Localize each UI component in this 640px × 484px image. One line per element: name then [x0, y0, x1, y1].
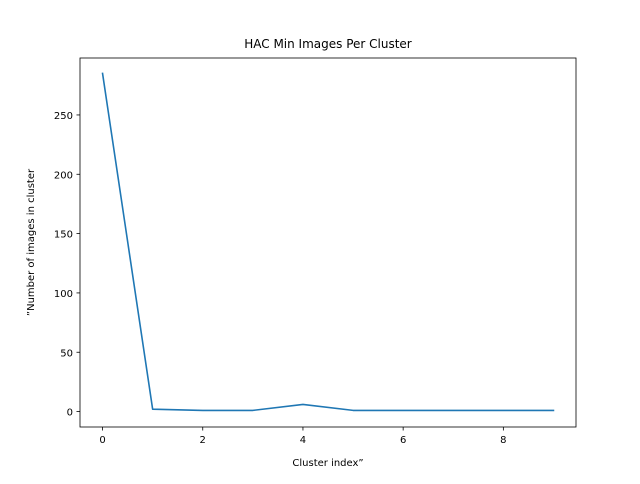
chart-title: HAC Min Images Per Cluster	[244, 37, 412, 51]
x-axis-label: Cluster index”	[292, 458, 363, 469]
plot-frame	[79, 57, 577, 428]
x-tick-label: 0	[99, 435, 105, 446]
y-tick-label: 0	[67, 408, 73, 419]
y-tick-label: 50	[60, 348, 73, 359]
x-tick-label: 2	[200, 435, 206, 446]
plot-layer	[101, 72, 555, 412]
series-line	[101, 72, 555, 412]
y-tick-label: 200	[54, 170, 73, 181]
y-tick-label: 150	[54, 230, 73, 241]
y-axis-label: ”Number of images in cluster	[26, 168, 37, 316]
x-tick-label: 4	[300, 435, 306, 446]
x-tick-label: 8	[500, 435, 506, 446]
tick-layer: 0 2 4 6 8 0 50 100 150 200 250	[54, 111, 507, 446]
y-tick-label: 250	[54, 111, 73, 122]
x-tick-label: 6	[400, 435, 406, 446]
y-tick-label: 100	[54, 289, 73, 300]
